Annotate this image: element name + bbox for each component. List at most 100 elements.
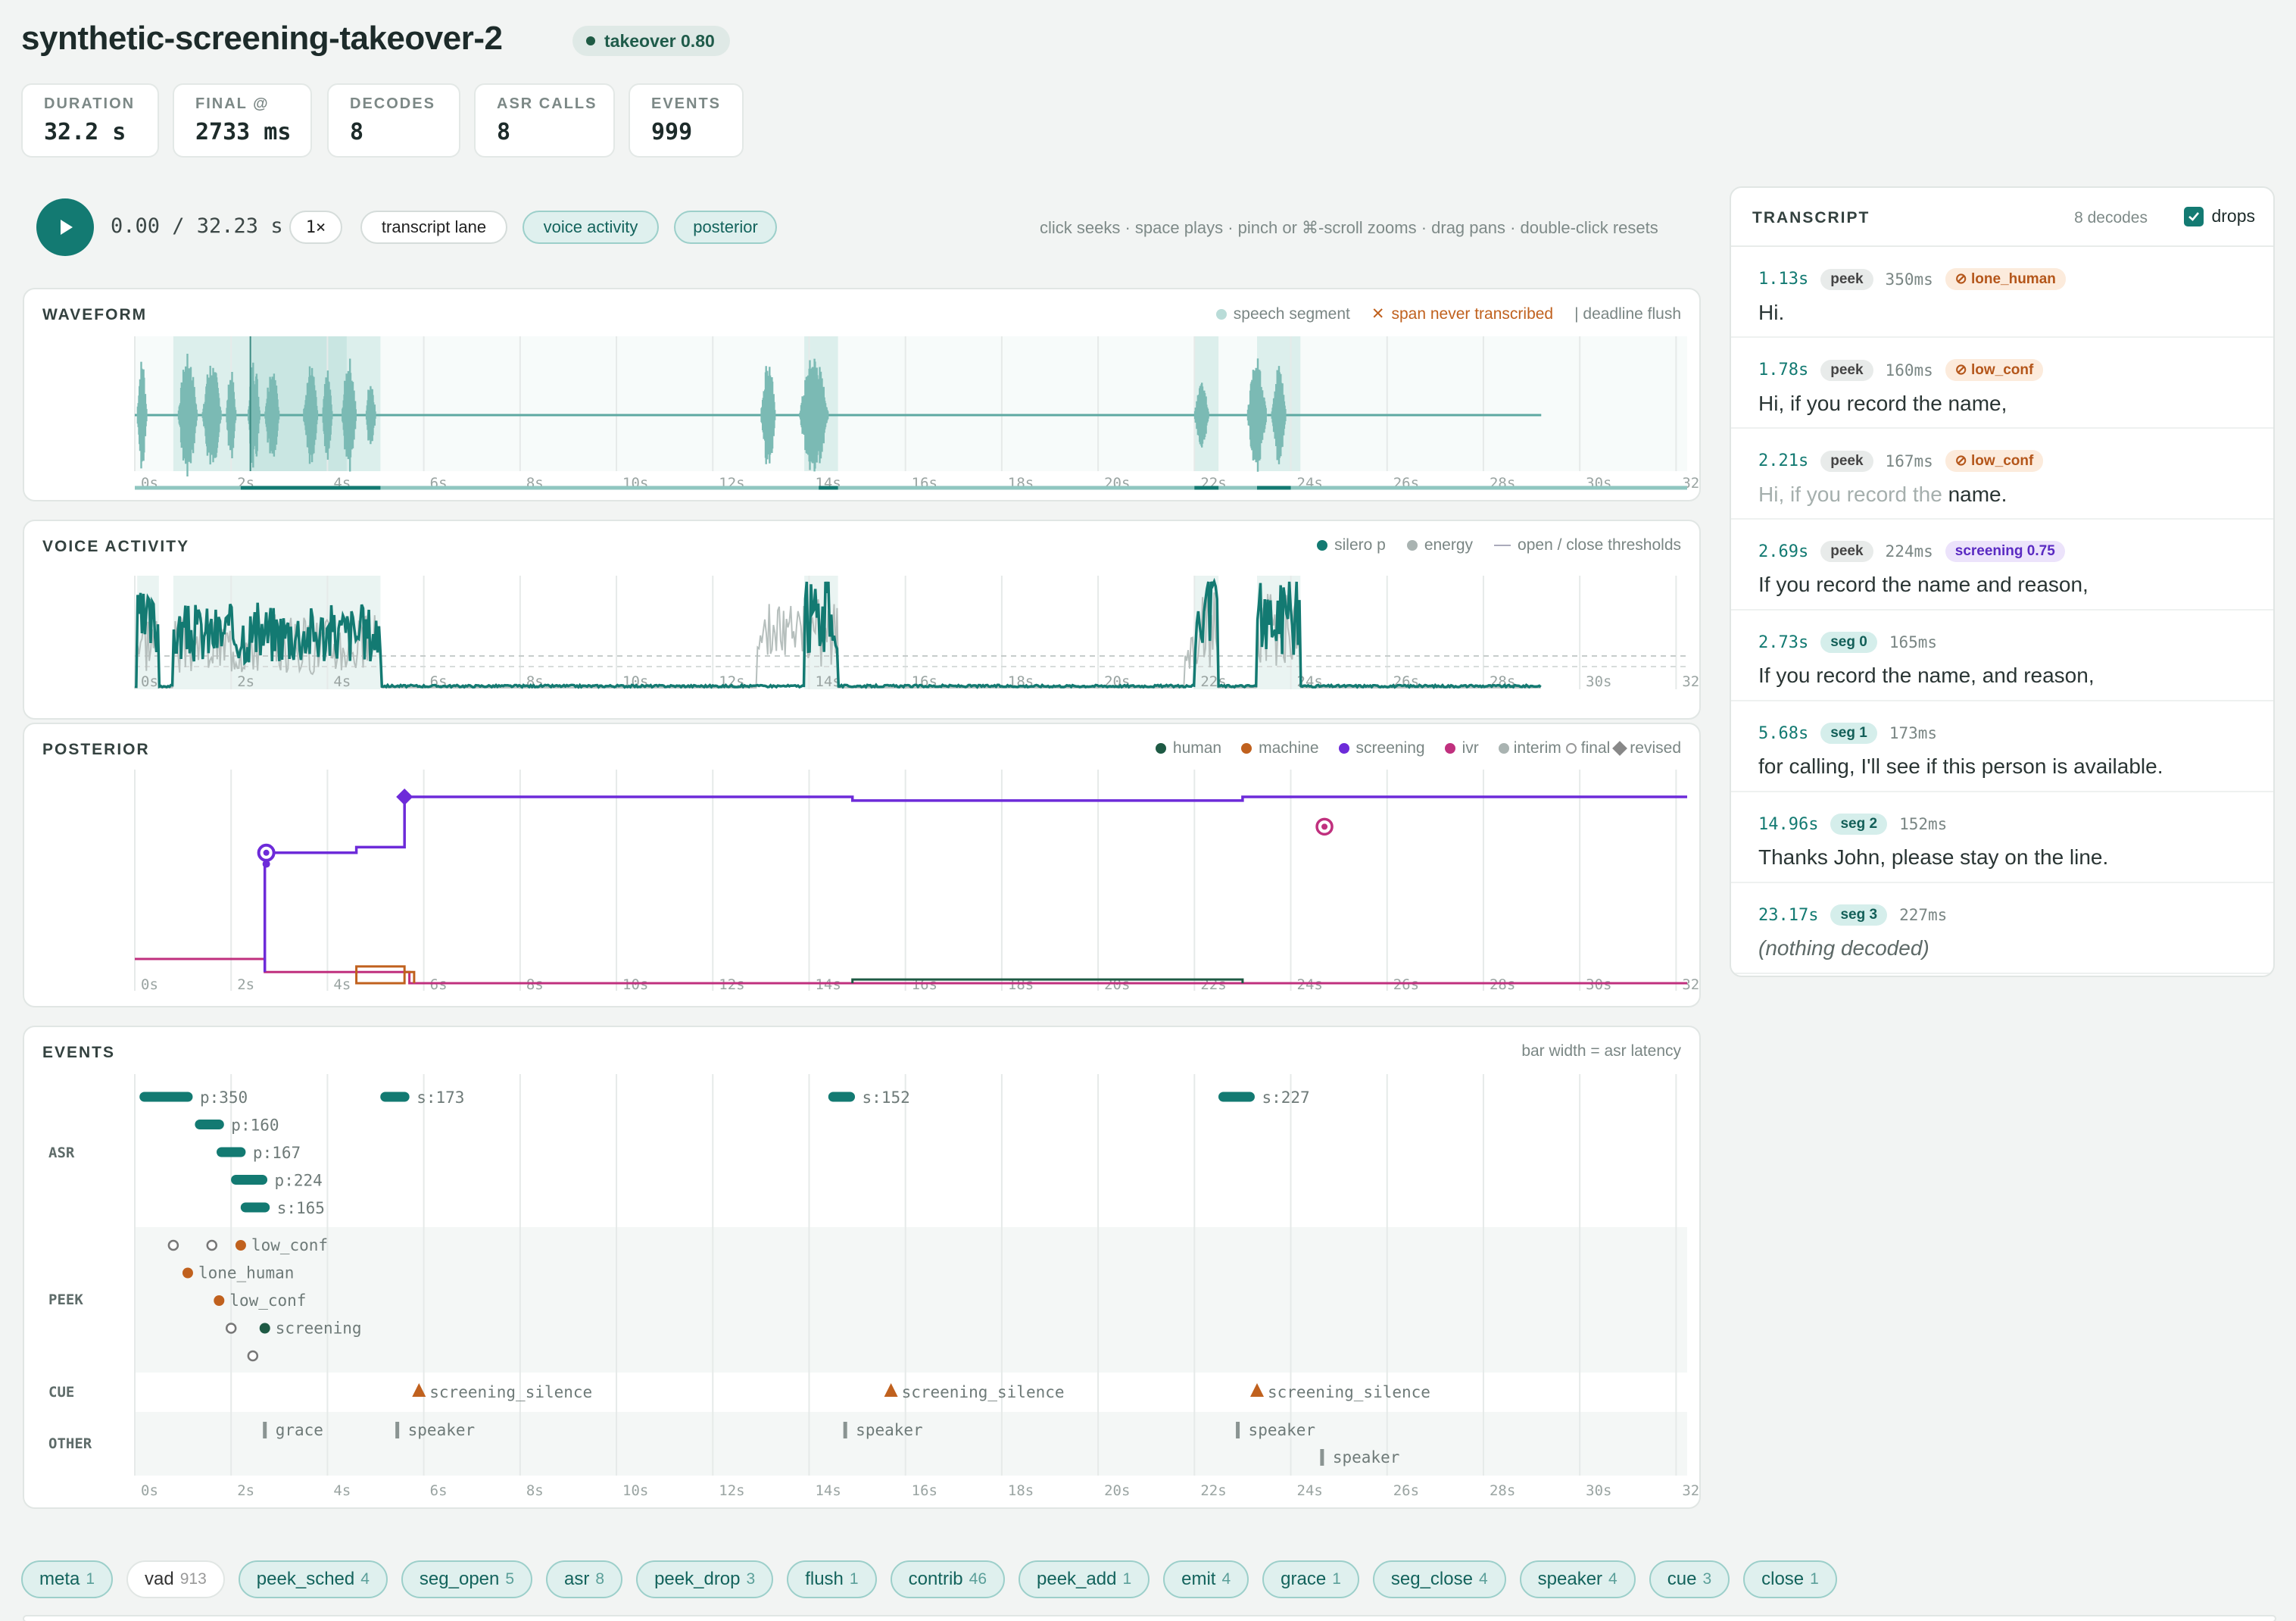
filter-chip-speaker[interactable]: speaker 4 [1519,1560,1636,1598]
transcript-row[interactable]: 5.68s seg 1 173ms for calling, I'll see if … [1731,701,2273,792]
axis-tick-label: 30s [1586,976,1611,993]
transcript-row[interactable]: 1.78s peek 160ms ⊘ low_conf Hi, if you recor… [1731,338,2273,429]
posterior-chart[interactable]: 0s 2s 4s 6s 8s 10s 12s 14s 16s 18s 20s 22s 24s 26s 28s… [24,724,1699,1006]
asr-label: p:167 [253,1144,301,1162]
waveform-chart[interactable]: 0s 2s 4s 6s 8s 10s 12s 14s 16s 18s 20s 22s 24s 26s 28s… [24,289,1699,500]
filter-chip-seg_close[interactable]: seg_close 4 [1372,1560,1506,1598]
row-text: If you record the name and reason, [1758,573,2089,596]
asr-label: s:227 [1262,1088,1309,1107]
event-filter-chips: meta 1 vad 913 peek_sched 4 seg_open 5 asr 8 peek_… [21,1560,1837,1598]
axis-tick-label: 2s [237,673,254,690]
filter-chip-vad[interactable]: vad 913 [126,1560,225,1598]
lane-label-cue: CUE [48,1384,74,1401]
row-time[interactable]: 1.13s [1758,270,1809,289]
legend-machine: machine [1259,739,1319,757]
row-time[interactable]: 1.78s [1758,361,1809,379]
panel-title: EVENTS [42,1044,116,1061]
row-time[interactable]: 23.17s [1758,905,1819,925]
chip-count: 1 [86,1570,95,1588]
stat-label: DURATION [44,95,136,112]
chip-count: 4 [1478,1570,1488,1588]
row-latency: 167ms [1885,451,1933,470]
checkbox-icon[interactable] [2184,206,2204,226]
cue-label: screening_silence [429,1383,592,1401]
transcript-row[interactable]: 14.96s seg 2 152ms Thanks John, please stay… [1731,792,2273,883]
waveform-panel: WAVEFORM speech segment ✕ span never tran… [23,288,1701,501]
filter-chip-peek_drop[interactable]: peek_drop 3 [636,1560,774,1598]
stat-value: 8 [350,119,364,145]
transcript-row[interactable]: 1.13s peek 350ms ⊘ lone_human Hi. [1731,247,2273,338]
plot-area [135,336,1687,471]
filter-chip-peek_add[interactable]: peek_add 1 [1019,1560,1150,1598]
play-button[interactable] [36,198,94,256]
toggle-voice-activity[interactable]: voice activity [523,211,659,244]
row-time[interactable]: 2.73s [1758,632,1809,652]
peek-label: low_conf [251,1236,328,1254]
row-text: Hi, if you record the name, [1758,392,2007,415]
axis-tick-label: 30s [1586,1482,1611,1499]
lane-label-peek: PEEK [48,1291,83,1308]
legend-flush: | deadline flush [1574,305,1681,323]
transcript-row[interactable]: 2.69s peek 224ms screening 0.75 If you recor… [1731,520,2273,611]
vad-panel: VOICE ACTIVITY silero p energy open / cl… [23,520,1701,720]
posterior-panel: POSTERIOR human machine screening ivr in… [23,723,1701,1007]
events-chart[interactable]: 0s 2s 4s 6s 8s 10s 12s 14s 16s 18s 20s 22s 24s 26s 28s… [24,1027,1699,1507]
final-marker-center [263,849,270,856]
filter-chip-peek_sched[interactable]: peek_sched 4 [238,1560,388,1598]
row-meta: 23.17s seg 3 227ms [1758,904,2273,926]
asr-label: s:165 [277,1199,325,1217]
peek-lane-bg [135,1227,1687,1373]
row-time[interactable]: 14.96s [1758,814,1819,834]
speech-dot-icon [1215,308,1227,320]
lane-label-other: OTHER [48,1435,92,1452]
revised-marker [396,789,413,805]
axis-tick-label: 8s [526,976,544,993]
axis-tick-label: 4s [333,673,351,690]
waveform-legend: speech segment ✕ span never transcribed |… [1215,305,1681,323]
events-note: bar width = asr latency [1521,1042,1681,1060]
filter-chip-close[interactable]: close 1 [1743,1560,1837,1598]
chip-label: peek_add [1037,1569,1117,1589]
transcript-row[interactable]: 2.73s seg 0 165ms If you record the name, a… [1731,611,2273,701]
row-flag: ⊘ low_conf [1945,450,2044,472]
speech-segment-active [250,336,347,471]
axis-tick-label: 0s [141,1482,158,1499]
row-meta: 5.68s seg 1 173ms [1758,723,2273,744]
transcript-row[interactable]: 23.17s seg 3 227ms (nothing decoded) [1731,883,2273,974]
axis-tick-label: 26s [1393,1482,1419,1499]
takeover-badge: takeover 0.80 [572,26,730,56]
play-icon [61,220,73,235]
transcript-header: TRANSCRIPT 8 decodes drops [1731,188,2273,247]
chip-count: 4 [1608,1570,1617,1588]
row-tag: seg 0 [1820,632,1877,653]
filter-chip-seg_open[interactable]: seg_open 5 [401,1560,533,1598]
filter-chip-asr[interactable]: asr 8 [546,1560,623,1598]
chip-count: 5 [505,1570,515,1588]
filter-chip-cue[interactable]: cue 3 [1649,1560,1730,1598]
filter-chip-contrib[interactable]: contrib 46 [890,1560,1005,1598]
peek-marker [235,1240,246,1251]
filter-chip-flush[interactable]: flush 1 [787,1560,877,1598]
cue-label: screening_silence [902,1383,1065,1401]
chip-count: 3 [746,1570,756,1588]
toggle-transcript-lane[interactable]: transcript lane [360,211,507,244]
chip-label: close [1761,1569,1805,1589]
stat-label: FINAL @ [195,95,270,112]
threshold-line-icon [1494,545,1511,546]
axis-tick-label: 26s [1393,976,1419,993]
axis-tick-label: 24s [1297,976,1323,993]
events-panel: EVENTS bar width = asr latency 0s 2s 4s 6s 8… [23,1026,1701,1509]
row-time[interactable]: 2.69s [1758,542,1809,561]
cue-label: screening_silence [1268,1383,1430,1401]
filter-chip-meta[interactable]: meta 1 [21,1560,114,1598]
filter-chip-emit[interactable]: emit 4 [1163,1560,1249,1598]
toggle-posterior[interactable]: posterior [674,211,777,244]
transcript-row[interactable]: 2.21s peek 167ms ⊘ low_conf Hi, if you recor… [1731,429,2273,520]
row-time[interactable]: 2.21s [1758,451,1809,470]
vad-chart[interactable]: 0s 2s 4s 6s 8s 10s 12s 14s 16s 18s 20s 22s 24s 26s 28s… [24,521,1699,718]
speed-button[interactable]: 1× [289,211,342,244]
filter-chip-grace[interactable]: grace 1 [1262,1560,1359,1598]
drops-toggle[interactable]: drops [2184,206,2255,226]
axis-tick-label: 18s [1008,1482,1034,1499]
row-time[interactable]: 5.68s [1758,723,1809,743]
